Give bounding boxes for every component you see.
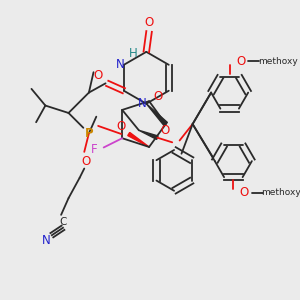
Text: methoxy: methoxy — [262, 188, 300, 197]
Text: N: N — [138, 97, 147, 110]
Text: O: O — [93, 69, 103, 82]
Text: C: C — [59, 217, 67, 227]
Text: O: O — [154, 90, 163, 103]
Text: O: O — [240, 186, 249, 199]
Text: O: O — [160, 124, 170, 137]
Text: N: N — [42, 234, 51, 247]
Text: methoxy: methoxy — [258, 57, 298, 66]
Text: O: O — [236, 55, 245, 68]
Polygon shape — [146, 104, 167, 126]
Polygon shape — [128, 132, 149, 147]
Text: H: H — [129, 47, 137, 60]
Text: P: P — [85, 127, 93, 140]
Text: O: O — [145, 16, 154, 29]
Polygon shape — [139, 130, 158, 140]
Text: F: F — [91, 143, 98, 156]
Text: O: O — [82, 154, 91, 168]
Text: N: N — [116, 58, 124, 71]
Text: O: O — [117, 120, 126, 133]
